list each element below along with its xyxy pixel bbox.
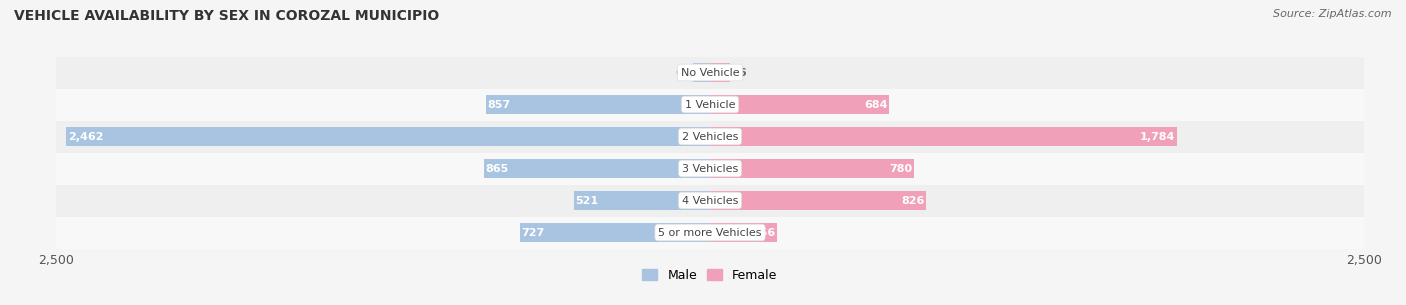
Text: 256: 256: [752, 228, 776, 238]
Bar: [693, 63, 710, 82]
Text: 857: 857: [488, 99, 510, 109]
Bar: [574, 191, 710, 210]
Bar: [56, 152, 1364, 185]
Text: 67: 67: [675, 67, 690, 77]
Text: 1 Vehicle: 1 Vehicle: [685, 99, 735, 109]
Text: 76: 76: [731, 67, 747, 77]
Bar: [710, 63, 730, 82]
Text: 826: 826: [901, 196, 925, 206]
Text: 1,784: 1,784: [1140, 131, 1175, 142]
Bar: [56, 88, 1364, 120]
Bar: [56, 56, 1364, 88]
Bar: [486, 95, 710, 114]
Bar: [710, 191, 927, 210]
Bar: [710, 159, 914, 178]
Bar: [710, 223, 778, 242]
Text: VEHICLE AVAILABILITY BY SEX IN COROZAL MUNICIPIO: VEHICLE AVAILABILITY BY SEX IN COROZAL M…: [14, 9, 439, 23]
Text: 521: 521: [575, 196, 599, 206]
Bar: [520, 223, 710, 242]
Text: 727: 727: [522, 228, 544, 238]
Text: No Vehicle: No Vehicle: [681, 67, 740, 77]
Text: 3 Vehicles: 3 Vehicles: [682, 163, 738, 174]
Bar: [66, 127, 710, 146]
Bar: [710, 127, 1177, 146]
Text: Source: ZipAtlas.com: Source: ZipAtlas.com: [1274, 9, 1392, 19]
Bar: [710, 95, 889, 114]
Legend: Male, Female: Male, Female: [637, 264, 783, 287]
Text: 2 Vehicles: 2 Vehicles: [682, 131, 738, 142]
Text: 684: 684: [863, 99, 887, 109]
Bar: [484, 159, 710, 178]
Text: 780: 780: [890, 163, 912, 174]
Text: 865: 865: [485, 163, 509, 174]
Bar: [56, 120, 1364, 152]
Text: 2,462: 2,462: [67, 131, 103, 142]
Text: 4 Vehicles: 4 Vehicles: [682, 196, 738, 206]
Text: 5 or more Vehicles: 5 or more Vehicles: [658, 228, 762, 238]
Bar: [56, 185, 1364, 217]
Bar: [56, 217, 1364, 249]
